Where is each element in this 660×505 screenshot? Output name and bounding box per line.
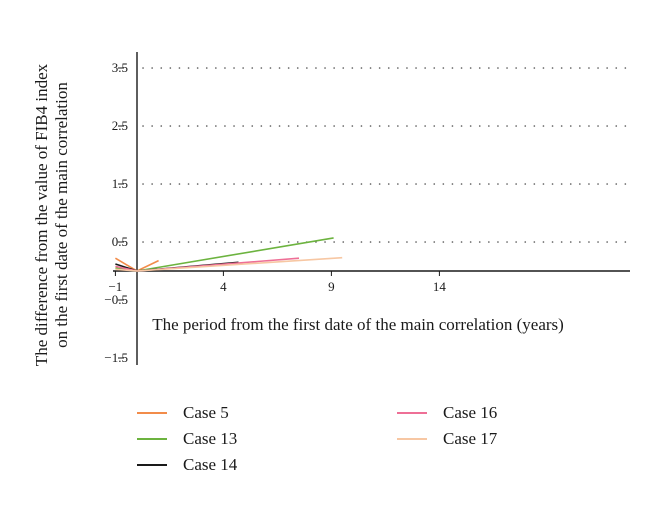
series-lines	[114, 237, 343, 272]
legend: Case 5 Case 13 Case 14 Case 16 Case 17	[137, 403, 498, 474]
x-axis-label: The period from the first date of the ma…	[152, 315, 564, 334]
y-tick-label: −0.5	[104, 292, 128, 307]
series-line-case-17	[115, 256, 343, 272]
y-tick-label: −1.5	[104, 350, 128, 365]
legend-label-case-17: Case 17	[443, 429, 498, 448]
legend-label-case-5: Case 5	[183, 403, 229, 422]
tick-labels: 3.52.51.50.5−0.5−1.5−1 4 9 14	[104, 60, 446, 365]
y-axis-label-line-2: on the first date of the main correlatio…	[52, 82, 71, 348]
legend-label-case-16: Case 16	[443, 403, 497, 422]
grid-lines	[142, 67, 631, 243]
axes	[113, 52, 630, 365]
y-axis-label-line-1: The difference from the value of FIB4 in…	[32, 63, 51, 366]
x-tick-label: 14	[433, 279, 447, 294]
legend-label-case-14: Case 14	[183, 455, 238, 474]
x-tick-label: 9	[328, 279, 335, 294]
legend-label-case-13: Case 13	[183, 429, 237, 448]
y-axis-label: The difference from the value of FIB4 in…	[32, 63, 71, 366]
x-tick-label: 4	[220, 279, 227, 294]
x-tick-label: −1	[108, 279, 122, 294]
